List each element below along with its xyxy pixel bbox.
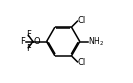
Text: F: F xyxy=(20,37,25,46)
Text: Cl: Cl xyxy=(78,58,86,67)
Text: Cl: Cl xyxy=(78,16,86,25)
Text: F: F xyxy=(26,44,30,53)
Text: O: O xyxy=(34,37,40,46)
Text: F: F xyxy=(26,30,30,39)
Text: NH$_2$: NH$_2$ xyxy=(88,35,105,48)
